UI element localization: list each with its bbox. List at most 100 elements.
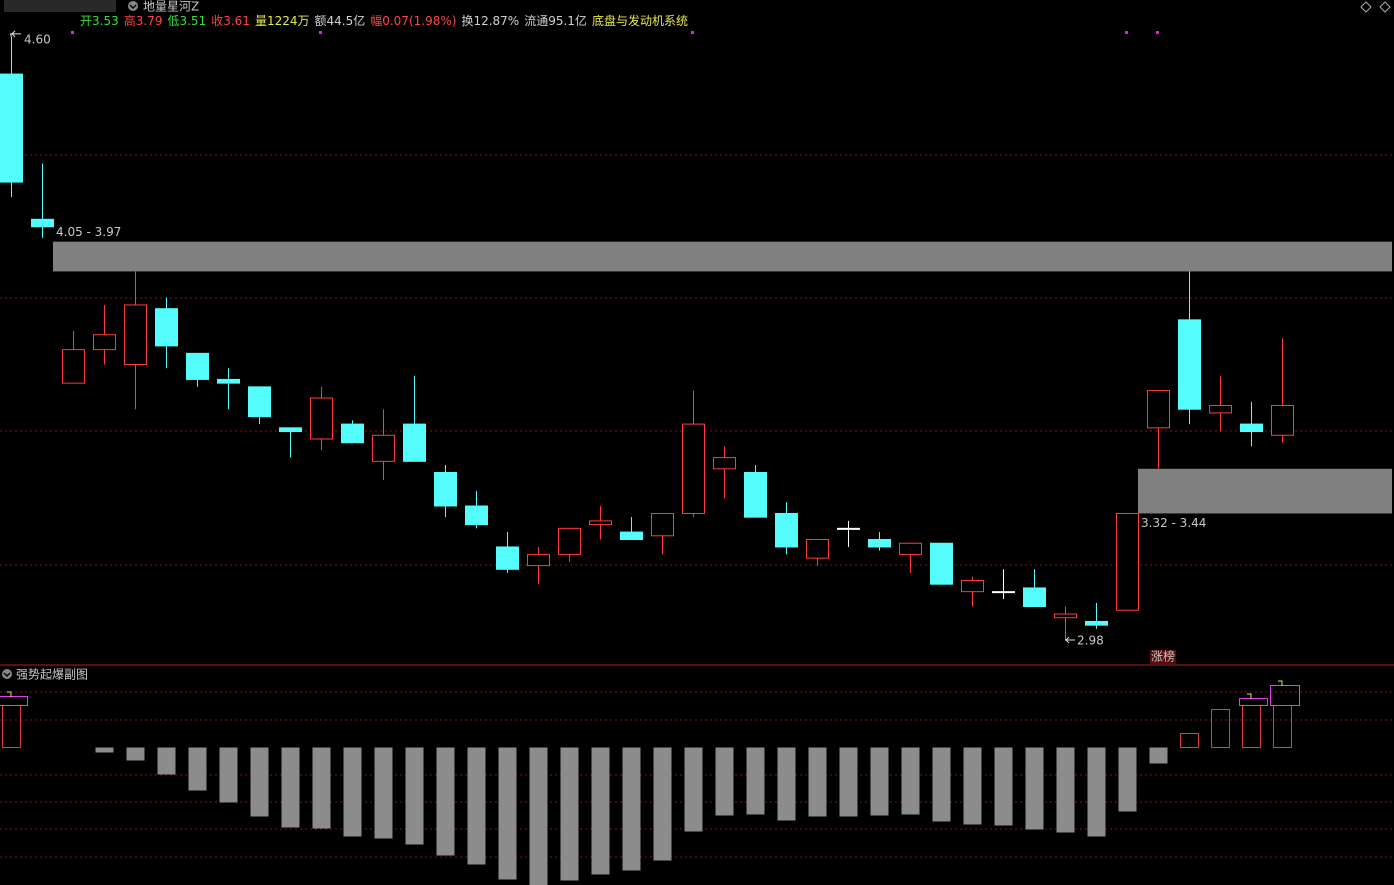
candle-body xyxy=(1209,404,1232,414)
bar xyxy=(250,747,269,817)
dropdown-chevron xyxy=(3,672,11,677)
blurred-symbol xyxy=(4,0,116,12)
bar xyxy=(870,747,889,816)
dot xyxy=(319,31,322,34)
bar xyxy=(653,747,672,861)
candle-body xyxy=(465,505,488,526)
dot xyxy=(1156,31,1159,34)
bar xyxy=(1087,747,1106,837)
candle-body xyxy=(1023,587,1046,608)
zone-label: 3.32 - 3.44 xyxy=(1141,516,1206,530)
marker-bg xyxy=(1150,650,1176,664)
candle-body xyxy=(806,539,829,559)
candle-body xyxy=(992,591,1015,594)
candle-body xyxy=(217,378,240,384)
bar xyxy=(839,747,858,817)
marker-label: 涨榜 xyxy=(1151,649,1175,664)
candle-body xyxy=(682,423,705,514)
candle-body xyxy=(403,423,426,462)
candle-body xyxy=(1147,390,1170,429)
candle-body xyxy=(1271,404,1294,436)
dropdown-chevron xyxy=(129,4,137,9)
bar xyxy=(281,747,300,828)
candle-body xyxy=(713,457,736,470)
bar xyxy=(932,747,951,822)
quote-item: 换12.87% xyxy=(461,14,519,28)
bar xyxy=(622,747,641,871)
candle-body xyxy=(1240,423,1263,433)
candle-body xyxy=(899,542,922,555)
candle-body xyxy=(279,427,302,433)
candle-body xyxy=(868,539,891,548)
bar xyxy=(405,747,424,845)
candle-body xyxy=(62,349,85,384)
candle-body xyxy=(0,73,23,183)
candle-body xyxy=(930,542,953,585)
quote-item: 低3.51 xyxy=(167,14,206,28)
zone xyxy=(1138,468,1392,514)
bar xyxy=(901,747,920,815)
candle-body xyxy=(1116,512,1139,611)
candle-body xyxy=(589,520,612,526)
bar xyxy=(343,747,362,837)
bar xyxy=(95,747,114,753)
bar xyxy=(560,747,579,881)
bar xyxy=(808,747,827,817)
bar xyxy=(963,747,982,825)
bar xyxy=(777,747,796,821)
bar xyxy=(684,747,703,832)
bar xyxy=(467,747,486,865)
window-icon[interactable] xyxy=(1360,1,1372,13)
candle-body xyxy=(186,352,209,380)
candle-body xyxy=(434,472,457,507)
candle-body xyxy=(961,579,984,593)
candle-body xyxy=(1054,613,1077,619)
candle-body xyxy=(341,423,364,444)
bar xyxy=(188,747,207,791)
bar xyxy=(1118,747,1137,812)
bar xyxy=(994,747,1013,826)
candle-body xyxy=(620,531,643,541)
candle-body xyxy=(31,218,54,228)
candle-body xyxy=(93,334,116,351)
bar xyxy=(436,747,455,856)
zone-label: 4.05 - 3.97 xyxy=(56,225,121,239)
candle-body xyxy=(372,434,395,462)
annotation-label: 4.60 xyxy=(24,32,51,46)
candle-body xyxy=(1178,319,1201,410)
annotation-arrow xyxy=(10,30,21,38)
candle-body xyxy=(496,546,519,570)
bar xyxy=(312,747,331,829)
quote-line: 开3.53 高3.79 低3.51 收3.61 量1224万 额44.5亿 幅0.07(1.… xyxy=(80,13,688,28)
candle-body xyxy=(651,512,674,537)
quote-item: 高3.79 xyxy=(124,13,163,28)
bar xyxy=(219,747,238,803)
candle-body xyxy=(558,527,581,555)
window-icon[interactable] xyxy=(1379,1,1391,13)
bar xyxy=(1211,709,1230,748)
dropdown-icon[interactable] xyxy=(2,669,12,679)
signal-tick xyxy=(7,691,12,697)
bar xyxy=(1056,747,1075,833)
candle-body xyxy=(124,304,147,366)
quote-item: 额44.5亿 xyxy=(314,13,365,28)
zone xyxy=(53,241,1392,272)
bar xyxy=(529,747,548,885)
quote-item: 流通95.1亿 xyxy=(524,13,587,28)
bar xyxy=(157,747,176,775)
bar xyxy=(374,747,393,839)
bar xyxy=(1180,733,1199,748)
signal-box xyxy=(0,696,28,706)
candle-body xyxy=(155,308,178,347)
bar xyxy=(126,747,145,761)
bar xyxy=(715,747,734,816)
candle-body xyxy=(837,527,860,530)
annotation-arrow xyxy=(1065,636,1075,644)
signal-tick xyxy=(1247,693,1252,699)
candle-body xyxy=(527,553,550,567)
quote-item: 收3.61 xyxy=(211,14,250,28)
candle-body xyxy=(775,512,798,548)
quote-item: 底盘与发动机系统 xyxy=(592,13,688,28)
dropdown-icon[interactable] xyxy=(128,1,138,11)
